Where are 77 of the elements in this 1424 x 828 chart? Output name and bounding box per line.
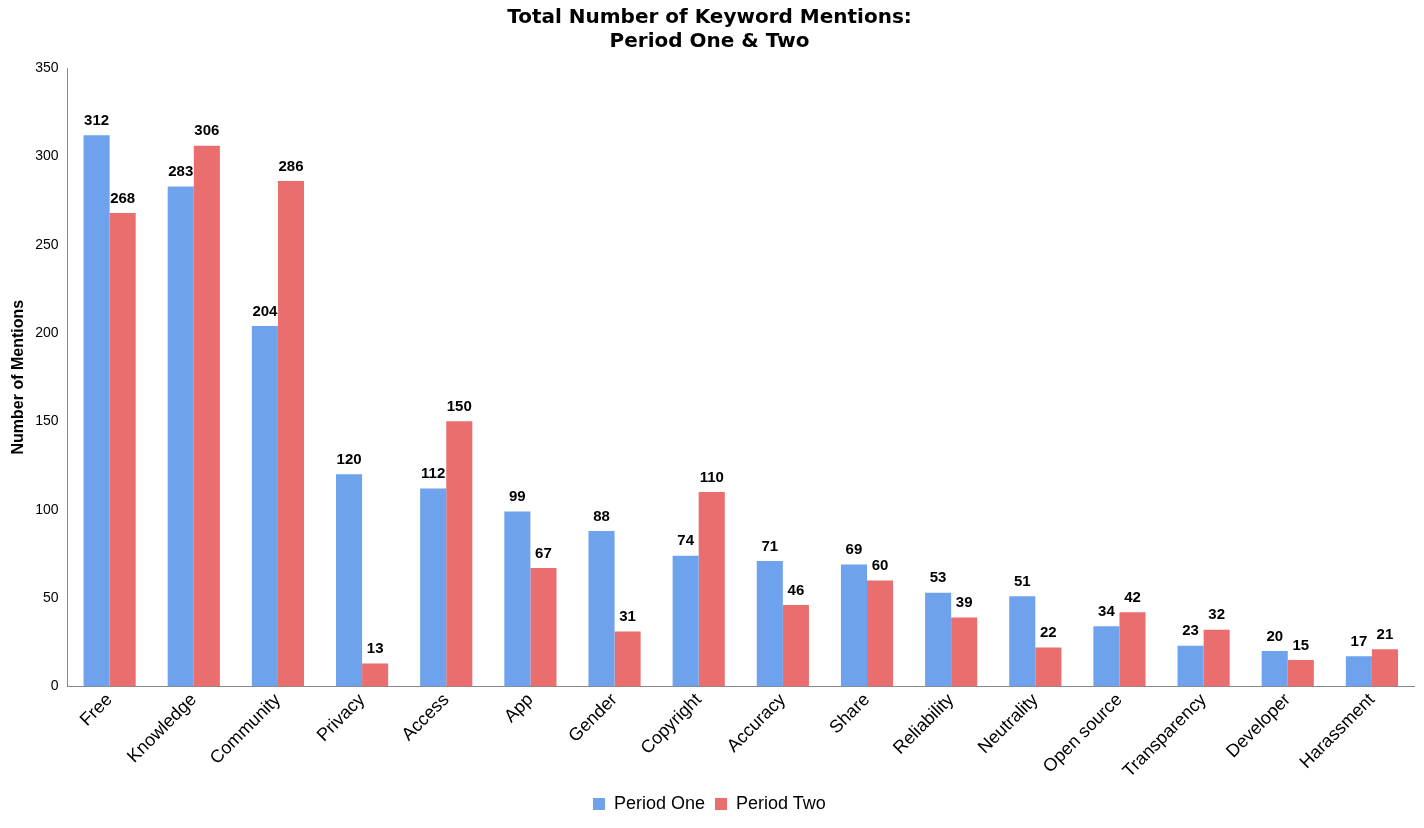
bar [1371,649,1399,687]
y-tick-label: 200 [35,323,59,340]
data-label: 312 [84,110,110,128]
y-tick-label: 100 [35,500,59,517]
data-label: 20 [1266,626,1284,644]
data-label: 53 [929,568,947,586]
bar [1177,645,1204,687]
data-label: 110 [699,467,724,485]
bar [782,605,809,687]
bar [698,492,725,687]
bar [1035,647,1062,687]
y-tick-label: 350 [35,58,59,75]
bar [83,135,110,687]
bar [1261,651,1288,687]
data-label: 39 [955,593,973,611]
data-label: 67 [535,543,552,561]
y-tick-label: 250 [35,235,59,252]
bar [1119,612,1146,687]
bar [840,564,868,687]
legend-label: Period One [613,792,706,813]
bar [109,212,136,687]
bar [277,181,305,687]
y-axis-title: Number of Mentions [9,299,27,455]
data-label: 32 [1208,605,1226,623]
bar [420,488,447,687]
data-label: 23 [1182,621,1199,639]
data-label: 99 [509,487,526,505]
data-label: 88 [593,506,610,524]
data-label: 150 [446,397,472,414]
bar [193,145,220,687]
data-label: 69 [845,540,863,558]
data-label: 204 [252,301,279,319]
data-label: 21 [1376,624,1394,642]
data-label: 46 [787,580,805,598]
bar [614,631,641,687]
bar [336,474,363,687]
chart-title: Total Number of Keyword Mentions: Period One & Two [507,4,912,53]
data-label: 42 [1124,587,1141,605]
data-label: 31 [619,607,636,625]
data-label: 74 [677,531,695,549]
bar [672,555,699,687]
bar [951,617,978,687]
data-label: 60 [871,556,889,574]
data-label: 306 [194,121,220,139]
y-tick-label: 150 [35,412,59,429]
data-label: 286 [278,156,304,174]
data-label: 51 [1013,571,1031,589]
bar [925,592,952,687]
bar [446,421,473,687]
data-label: 15 [1292,635,1310,653]
data-label: 13 [366,639,384,657]
data-label: 34 [1098,601,1116,619]
bar [1009,596,1036,687]
data-label: 71 [761,536,779,554]
bar [1203,629,1230,687]
data-label: 112 [421,464,446,482]
data-label: 22 [1040,623,1057,641]
bar [588,530,615,687]
data-label: 17 [1350,631,1368,649]
bar [1287,659,1314,687]
bar [167,186,194,687]
legend-label: Period Two [736,792,826,813]
bar [251,325,278,687]
bar [530,568,557,687]
bar [867,580,894,687]
data-label: 268 [110,188,136,206]
data-label: 120 [336,450,362,468]
data-label: 283 [168,162,194,180]
bar [362,663,389,687]
bar [1093,626,1120,687]
bar [756,560,783,687]
bar [1345,656,1372,687]
y-tick-label: 300 [35,147,59,164]
y-tick-label: 50 [42,588,59,605]
y-tick-label: 0 [50,677,59,694]
x-tick-label: App [499,689,537,727]
bar [504,511,531,687]
